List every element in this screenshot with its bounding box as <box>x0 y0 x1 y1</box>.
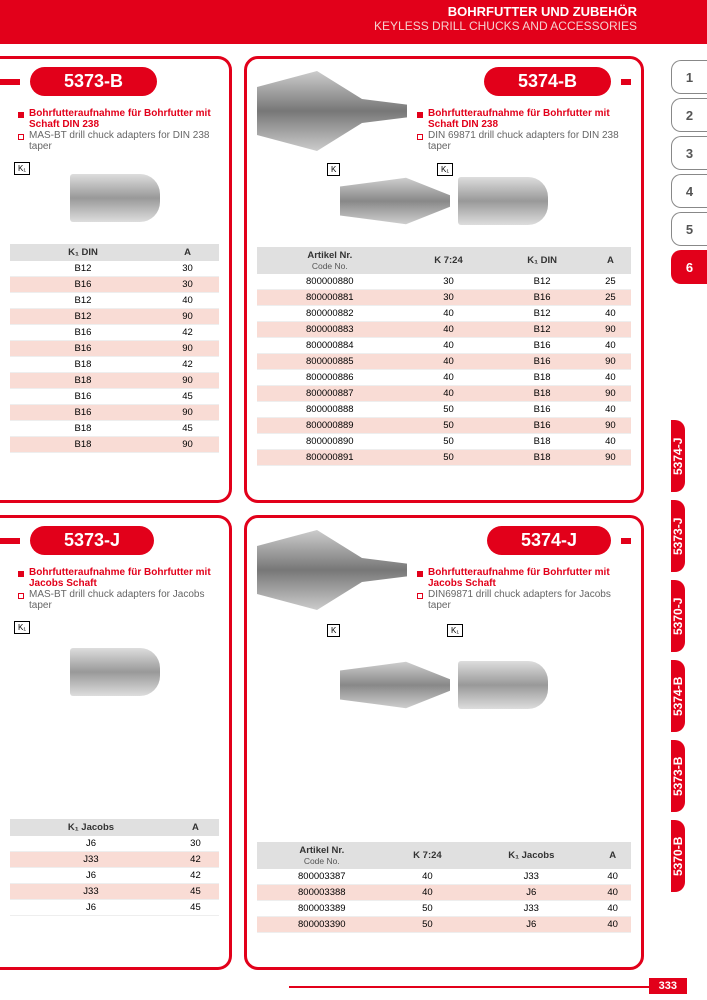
adapter-icon <box>340 656 450 714</box>
table-row: B1690 <box>10 405 219 421</box>
table-row: B1890 <box>10 373 219 389</box>
table-header: K₁ Jacobs <box>468 842 594 869</box>
table-row: J3342 <box>10 852 219 868</box>
data-table: K₁ JacobsAJ630J3342J642J3345J645 <box>10 819 219 916</box>
table-row: B1645 <box>10 389 219 405</box>
table-row: B1642 <box>10 325 219 341</box>
section-tab-3[interactable]: 3 <box>671 136 707 170</box>
card-5374-b: 5374-B Bohrfutteraufnahme für Bohrfutter… <box>244 56 644 503</box>
diagram: K₁ <box>10 617 219 727</box>
table-row: B1290 <box>10 309 219 325</box>
product-code: 5374-J <box>487 526 611 555</box>
table-row: 80000338840J640 <box>257 885 631 901</box>
chuck-icon <box>70 648 160 696</box>
table-header: K 7:24 <box>387 842 469 869</box>
chuck-icon <box>458 177 548 225</box>
product-code: 5373-J <box>30 526 154 555</box>
table-row: 80000088440B1640 <box>257 338 631 354</box>
table-row: 80000089050B1840 <box>257 434 631 450</box>
bookmark-tab[interactable]: 5370-J <box>671 580 685 652</box>
section-tab-2[interactable]: 2 <box>671 98 707 132</box>
bookmark-tab[interactable]: 5374-J <box>671 420 685 492</box>
header-title-de: BOHRFUTTER UND ZUBEHÖR <box>10 4 637 19</box>
table-row: 80000338740J3340 <box>257 869 631 885</box>
data-table: Artikel Nr.Code No.K 7:24K₁ JacobsA80000… <box>257 842 631 933</box>
diagram: K₁ <box>10 158 219 238</box>
card-5373-j: 5373-J Bohrfutteraufnahme für Bohrfutter… <box>0 515 232 970</box>
page-number: 333 <box>649 978 687 994</box>
product-code: 5373-B <box>30 67 157 96</box>
table-header: Artikel Nr.Code No. <box>257 842 387 869</box>
table-header: A <box>172 819 219 836</box>
diagram: K K₁ <box>257 161 631 241</box>
section-tab-4[interactable]: 4 <box>671 174 707 208</box>
diagram: K K₁ <box>257 620 631 750</box>
table-row: 80000088030B1225 <box>257 274 631 290</box>
table-row: B1890 <box>10 437 219 453</box>
bookmark-tabs: 5374-J 5373-J 5370-J 5374-B 5373-B 5370-B <box>671 420 707 900</box>
description: Bohrfutteraufnahme für Bohrfutter mit Sc… <box>18 108 219 152</box>
table-row: 80000088950B1690 <box>257 418 631 434</box>
table-row: B1240 <box>10 293 219 309</box>
section-tab-5[interactable]: 5 <box>671 212 707 246</box>
table-row: 80000088240B1240 <box>257 306 631 322</box>
section-tab-1[interactable]: 1 <box>671 60 707 94</box>
table-header: K₁ Jacobs <box>10 819 172 836</box>
card-5374-j: 5374-J Bohrfutteraufnahme für Bohrfutter… <box>244 515 644 970</box>
table-header: K 7:24 <box>403 247 495 274</box>
table-row: B1842 <box>10 357 219 373</box>
card-5373-b: 5373-B Bohrfutteraufnahme für Bohrfutter… <box>0 56 232 503</box>
content-area: 5373-B Bohrfutteraufnahme für Bohrfutter… <box>0 56 655 970</box>
bookmark-tab[interactable]: 5370-B <box>671 820 685 892</box>
description: Bohrfutteraufnahme für Bohrfutter mit Ja… <box>18 567 219 611</box>
table-row: 80000088850B1640 <box>257 402 631 418</box>
table-row: J645 <box>10 900 219 916</box>
table-row: 80000088740B1890 <box>257 386 631 402</box>
chuck-icon <box>70 174 160 222</box>
table-row: J642 <box>10 868 219 884</box>
data-table: K₁ DINAB1230B1630B1240B1290B1642B1690B18… <box>10 244 219 453</box>
section-tabs: 1 2 3 4 5 6 <box>671 60 707 288</box>
table-row: B1845 <box>10 421 219 437</box>
adapter-icon <box>340 172 450 230</box>
page-header: BOHRFUTTER UND ZUBEHÖR KEYLESS DRILL CHU… <box>0 0 707 44</box>
table-row: 80000338950J3340 <box>257 901 631 917</box>
chuck-icon <box>458 661 548 709</box>
table-row: B1690 <box>10 341 219 357</box>
table-header: K₁ DIN <box>10 244 156 261</box>
bookmark-tab[interactable]: 5373-J <box>671 500 685 572</box>
table-row: J630 <box>10 836 219 852</box>
table-row: 80000088540B1690 <box>257 354 631 370</box>
table-row: 80000088130B1625 <box>257 290 631 306</box>
table-header: A <box>594 842 631 869</box>
bookmark-tab[interactable]: 5374-B <box>671 660 685 732</box>
section-tab-6[interactable]: 6 <box>671 250 707 284</box>
table-row: J3345 <box>10 884 219 900</box>
table-row: B1630 <box>10 277 219 293</box>
table-header: A <box>156 244 219 261</box>
table-header: Artikel Nr.Code No. <box>257 247 403 274</box>
table-row: 80000339050J640 <box>257 917 631 933</box>
bookmark-tab[interactable]: 5373-B <box>671 740 685 812</box>
data-table: Artikel Nr.Code No.K 7:24K₁ DINA80000088… <box>257 247 631 466</box>
table-row: 80000088640B1840 <box>257 370 631 386</box>
product-code: 5374-B <box>484 67 611 96</box>
header-title-en: KEYLESS DRILL CHUCKS AND ACCESSORIES <box>10 19 637 33</box>
table-row: 80000089150B1890 <box>257 450 631 466</box>
table-row: 80000088340B1290 <box>257 322 631 338</box>
table-header: K₁ DIN <box>494 247 589 274</box>
table-row: B1230 <box>10 261 219 277</box>
table-header: A <box>590 247 631 274</box>
